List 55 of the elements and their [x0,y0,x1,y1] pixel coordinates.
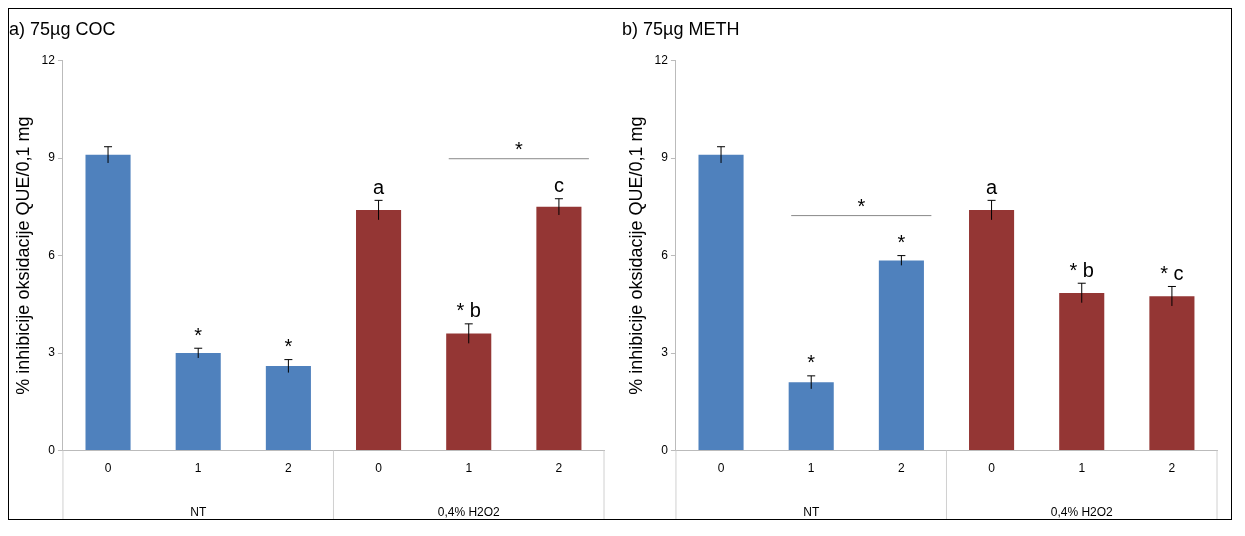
annotation: * [514,138,523,161]
y-tick-label: 6 [661,247,669,262]
x-tick-label: 1 [194,461,202,476]
data-label: a [986,175,998,198]
frame-outline: % inhibicije oksidacije QUE/0,1 mg a) 75µg COC 0 1 2 0 1 2 0 3 6 9 12 * * a * b c * NT 0,4% H2O2 % inhibicije oksidacije QUE/0,1 mg b) 75µg METH 0 1 2 0 1 2 0 3 6 9 12 * * a * b * c * NT 0,4% H2O2 [8,8,1232,520]
y-tick-label: 3 [48,345,56,360]
data-label: * [897,231,906,254]
y-tick-label: 0 [661,442,669,457]
text: 0,4% H2O2 [1050,505,1114,520]
bar [878,260,924,451]
data-label: a [373,175,385,198]
y-tick-label: 9 [48,150,56,165]
annotation: * [857,195,866,218]
bar [175,353,221,451]
data-label: * c [1160,261,1184,284]
bar [1149,296,1195,451]
text: 0,4% H2O2 [437,505,501,520]
y-tick-label: 9 [661,150,669,165]
bar [969,210,1015,451]
data-label: c [553,174,564,197]
x-tick-label: 0 [375,461,383,476]
y-tick-label: 12 [41,52,56,67]
data-label: * [194,323,203,346]
bar [265,366,311,451]
chart-title: b) 75µg METH [622,18,740,39]
x-tick-label: 1 [807,461,815,476]
x-tick-label: 2 [555,461,563,476]
data-label: * b [1069,258,1094,281]
bar [788,382,834,451]
bar [85,154,131,451]
bar [446,333,492,451]
chart-title: a) 75µg COC [9,18,116,39]
bar [356,210,402,451]
x-tick-label: 0 [104,461,112,476]
y-axis-title: % inhibicije oksidacije QUE/0,1 mg [12,116,33,395]
x-tick-label: 2 [1168,461,1176,476]
text: NT [190,505,207,520]
data-label: * b [456,299,481,322]
y-tick-label: 6 [48,247,56,262]
y-tick-label: 12 [654,52,669,67]
bar [698,154,744,451]
x-tick-label: 1 [465,461,473,476]
data-label: * [807,351,816,374]
x-tick-label: 1 [1078,461,1086,476]
y-tick-label: 0 [48,442,56,457]
text: NT [803,505,820,520]
x-tick-label: 2 [898,461,906,476]
x-tick-label: 0 [717,461,725,476]
x-tick-label: 0 [988,461,996,476]
bar [536,206,582,451]
data-label: * [284,335,293,358]
bar [1059,292,1105,451]
x-tick-label: 2 [285,461,293,476]
y-axis-title: % inhibicije oksidacije QUE/0,1 mg [625,116,646,395]
y-tick-label: 3 [661,345,669,360]
